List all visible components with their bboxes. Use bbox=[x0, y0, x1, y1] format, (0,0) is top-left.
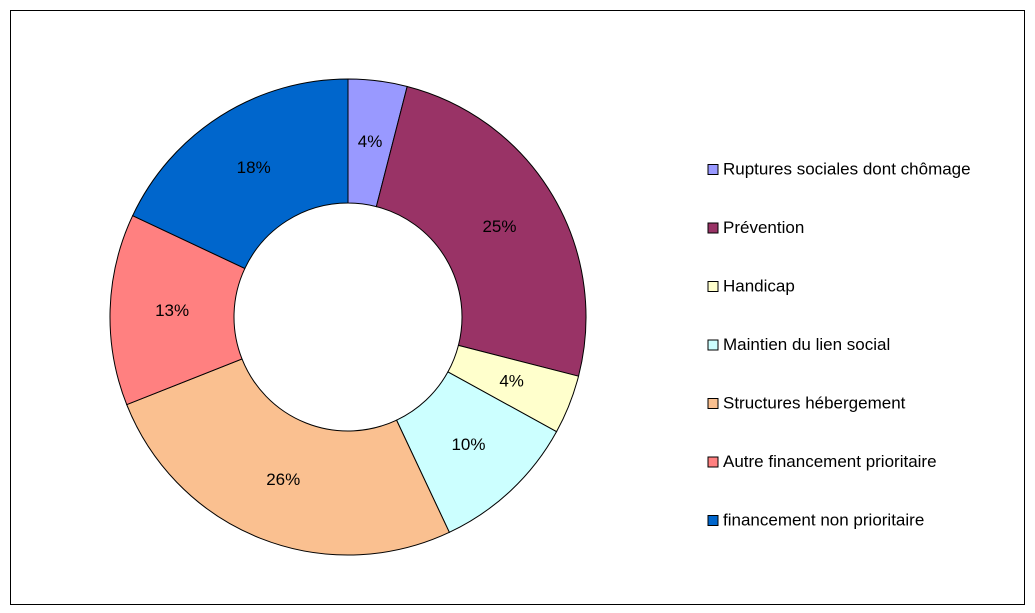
data-label: 4% bbox=[358, 132, 383, 151]
legend-label: Prévention bbox=[723, 218, 804, 237]
legend-swatch bbox=[707, 281, 719, 292]
legend-label: Maintien du lien social bbox=[723, 335, 890, 354]
data-label: 18% bbox=[237, 158, 271, 177]
data-label: 26% bbox=[266, 470, 300, 489]
legend-swatch bbox=[707, 398, 719, 409]
data-label: 10% bbox=[451, 435, 485, 454]
donut-slice bbox=[131, 78, 349, 270]
legend-label: Autre financement prioritaire bbox=[723, 452, 937, 471]
legend-swatch bbox=[707, 164, 719, 175]
data-label: 13% bbox=[155, 301, 189, 320]
legend-swatch bbox=[707, 515, 719, 526]
donut-slice bbox=[126, 358, 451, 556]
data-label: 4% bbox=[499, 371, 524, 390]
legend-swatch bbox=[707, 456, 719, 468]
legend-label: financement non prioritaire bbox=[723, 510, 924, 529]
legend-swatch bbox=[707, 339, 719, 351]
legend-label: Handicap bbox=[723, 276, 795, 295]
donut-slice bbox=[109, 214, 246, 406]
legend-label: Ruptures sociales dont chômage bbox=[723, 159, 971, 178]
legend-swatch bbox=[707, 222, 719, 234]
data-label: 25% bbox=[482, 217, 516, 236]
legend-label: Structures hébergement bbox=[723, 393, 906, 412]
donut-slice bbox=[375, 85, 587, 377]
